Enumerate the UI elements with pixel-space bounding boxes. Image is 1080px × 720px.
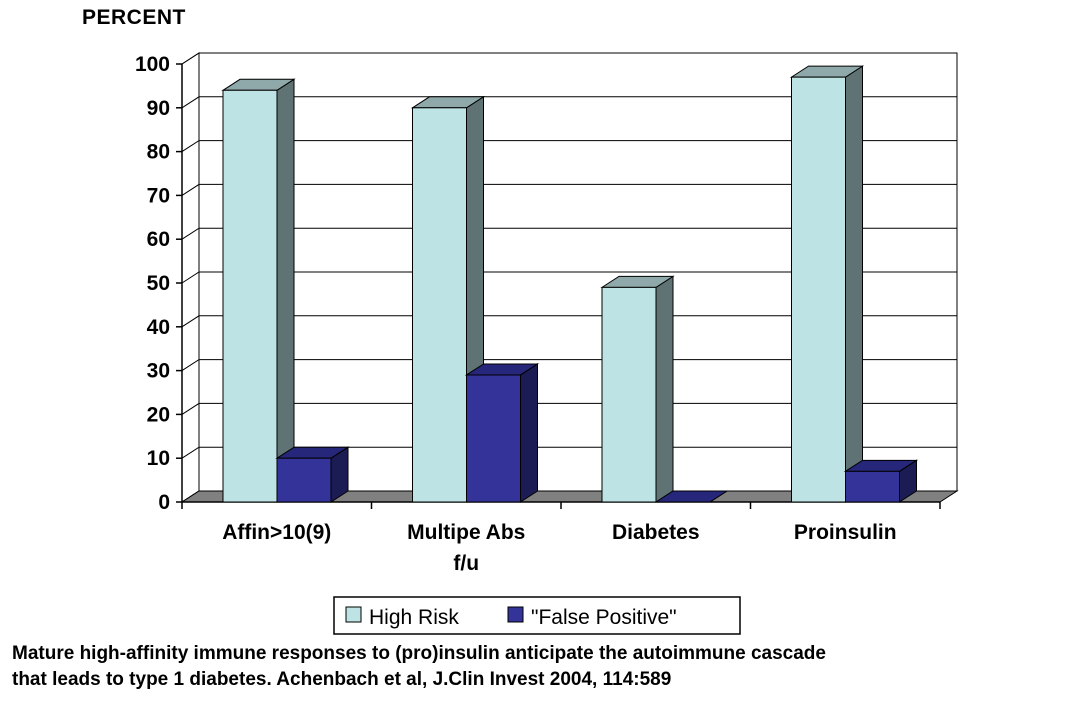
y-tick-label: 20 xyxy=(147,403,170,426)
y-axis-label: PERCENT xyxy=(82,6,186,29)
gridline xyxy=(181,271,957,284)
figure-caption: Mature high-affinity immune responses to… xyxy=(12,641,1072,693)
bar-side xyxy=(276,78,295,503)
bar-high-risk xyxy=(789,65,865,503)
gridline xyxy=(181,446,957,459)
y-tick-label: 90 xyxy=(147,97,170,120)
caption-line-1: Mature high-affinity immune responses to… xyxy=(12,643,826,664)
gridline xyxy=(181,52,957,65)
legend-box xyxy=(333,596,741,635)
x-tick-label: Proinsulin xyxy=(794,521,897,544)
gridline xyxy=(181,183,957,196)
y-tick-label: 0 xyxy=(158,491,170,514)
y-tick-label: 30 xyxy=(147,360,170,383)
y-tick-label: 80 xyxy=(147,141,170,164)
bar-false-positive xyxy=(843,459,919,503)
bar-false-positive xyxy=(464,363,540,503)
gridline xyxy=(181,96,957,109)
bar-high-risk xyxy=(221,78,296,503)
bar-chart: 0 10 20 30 40 50 60 70 80 90 100 Affin>10(9) Multipe… xyxy=(135,52,959,635)
y-tick-label: 100 xyxy=(135,53,170,76)
bar-high-risk xyxy=(600,275,675,503)
legend: High Risk "False Positive" xyxy=(333,596,741,635)
bar-front xyxy=(466,374,521,503)
bar-front xyxy=(222,89,278,503)
y-tick-label: 40 xyxy=(147,316,170,339)
caption-line-2: that leads to type 1 diabetes. Achenbach… xyxy=(12,669,672,690)
bar-front xyxy=(845,470,900,503)
gridline xyxy=(181,315,957,328)
y-tick-label: 60 xyxy=(147,228,170,251)
bar-front xyxy=(601,286,657,503)
bar-front xyxy=(412,107,467,503)
bar-front xyxy=(276,457,332,503)
bar-side xyxy=(845,65,863,503)
y-tick-label: 50 xyxy=(147,272,170,295)
x-tick-label: Affin>10(9) xyxy=(222,521,331,544)
gridline xyxy=(181,140,957,153)
bar-false-positive xyxy=(275,446,350,503)
gridline xyxy=(181,227,957,240)
y-tick-label: 70 xyxy=(147,184,170,207)
bar-side xyxy=(655,275,674,503)
gridline xyxy=(181,402,957,415)
bar-front xyxy=(791,76,846,503)
y-tick-label: 10 xyxy=(147,447,170,470)
bar-false-positive xyxy=(654,490,729,503)
legend-swatch xyxy=(345,606,362,623)
legend-label: "False Positive" xyxy=(531,606,677,629)
x-tick-label: Multipe Abs xyxy=(407,521,525,544)
gridline xyxy=(181,359,957,372)
bar-top xyxy=(654,490,729,503)
legend-swatch xyxy=(507,606,524,623)
x-tick-label: Diabetes xyxy=(612,521,700,544)
x-tick-label: f/u xyxy=(453,552,479,575)
legend-label: High Risk xyxy=(369,606,459,629)
bar-side xyxy=(520,363,538,503)
